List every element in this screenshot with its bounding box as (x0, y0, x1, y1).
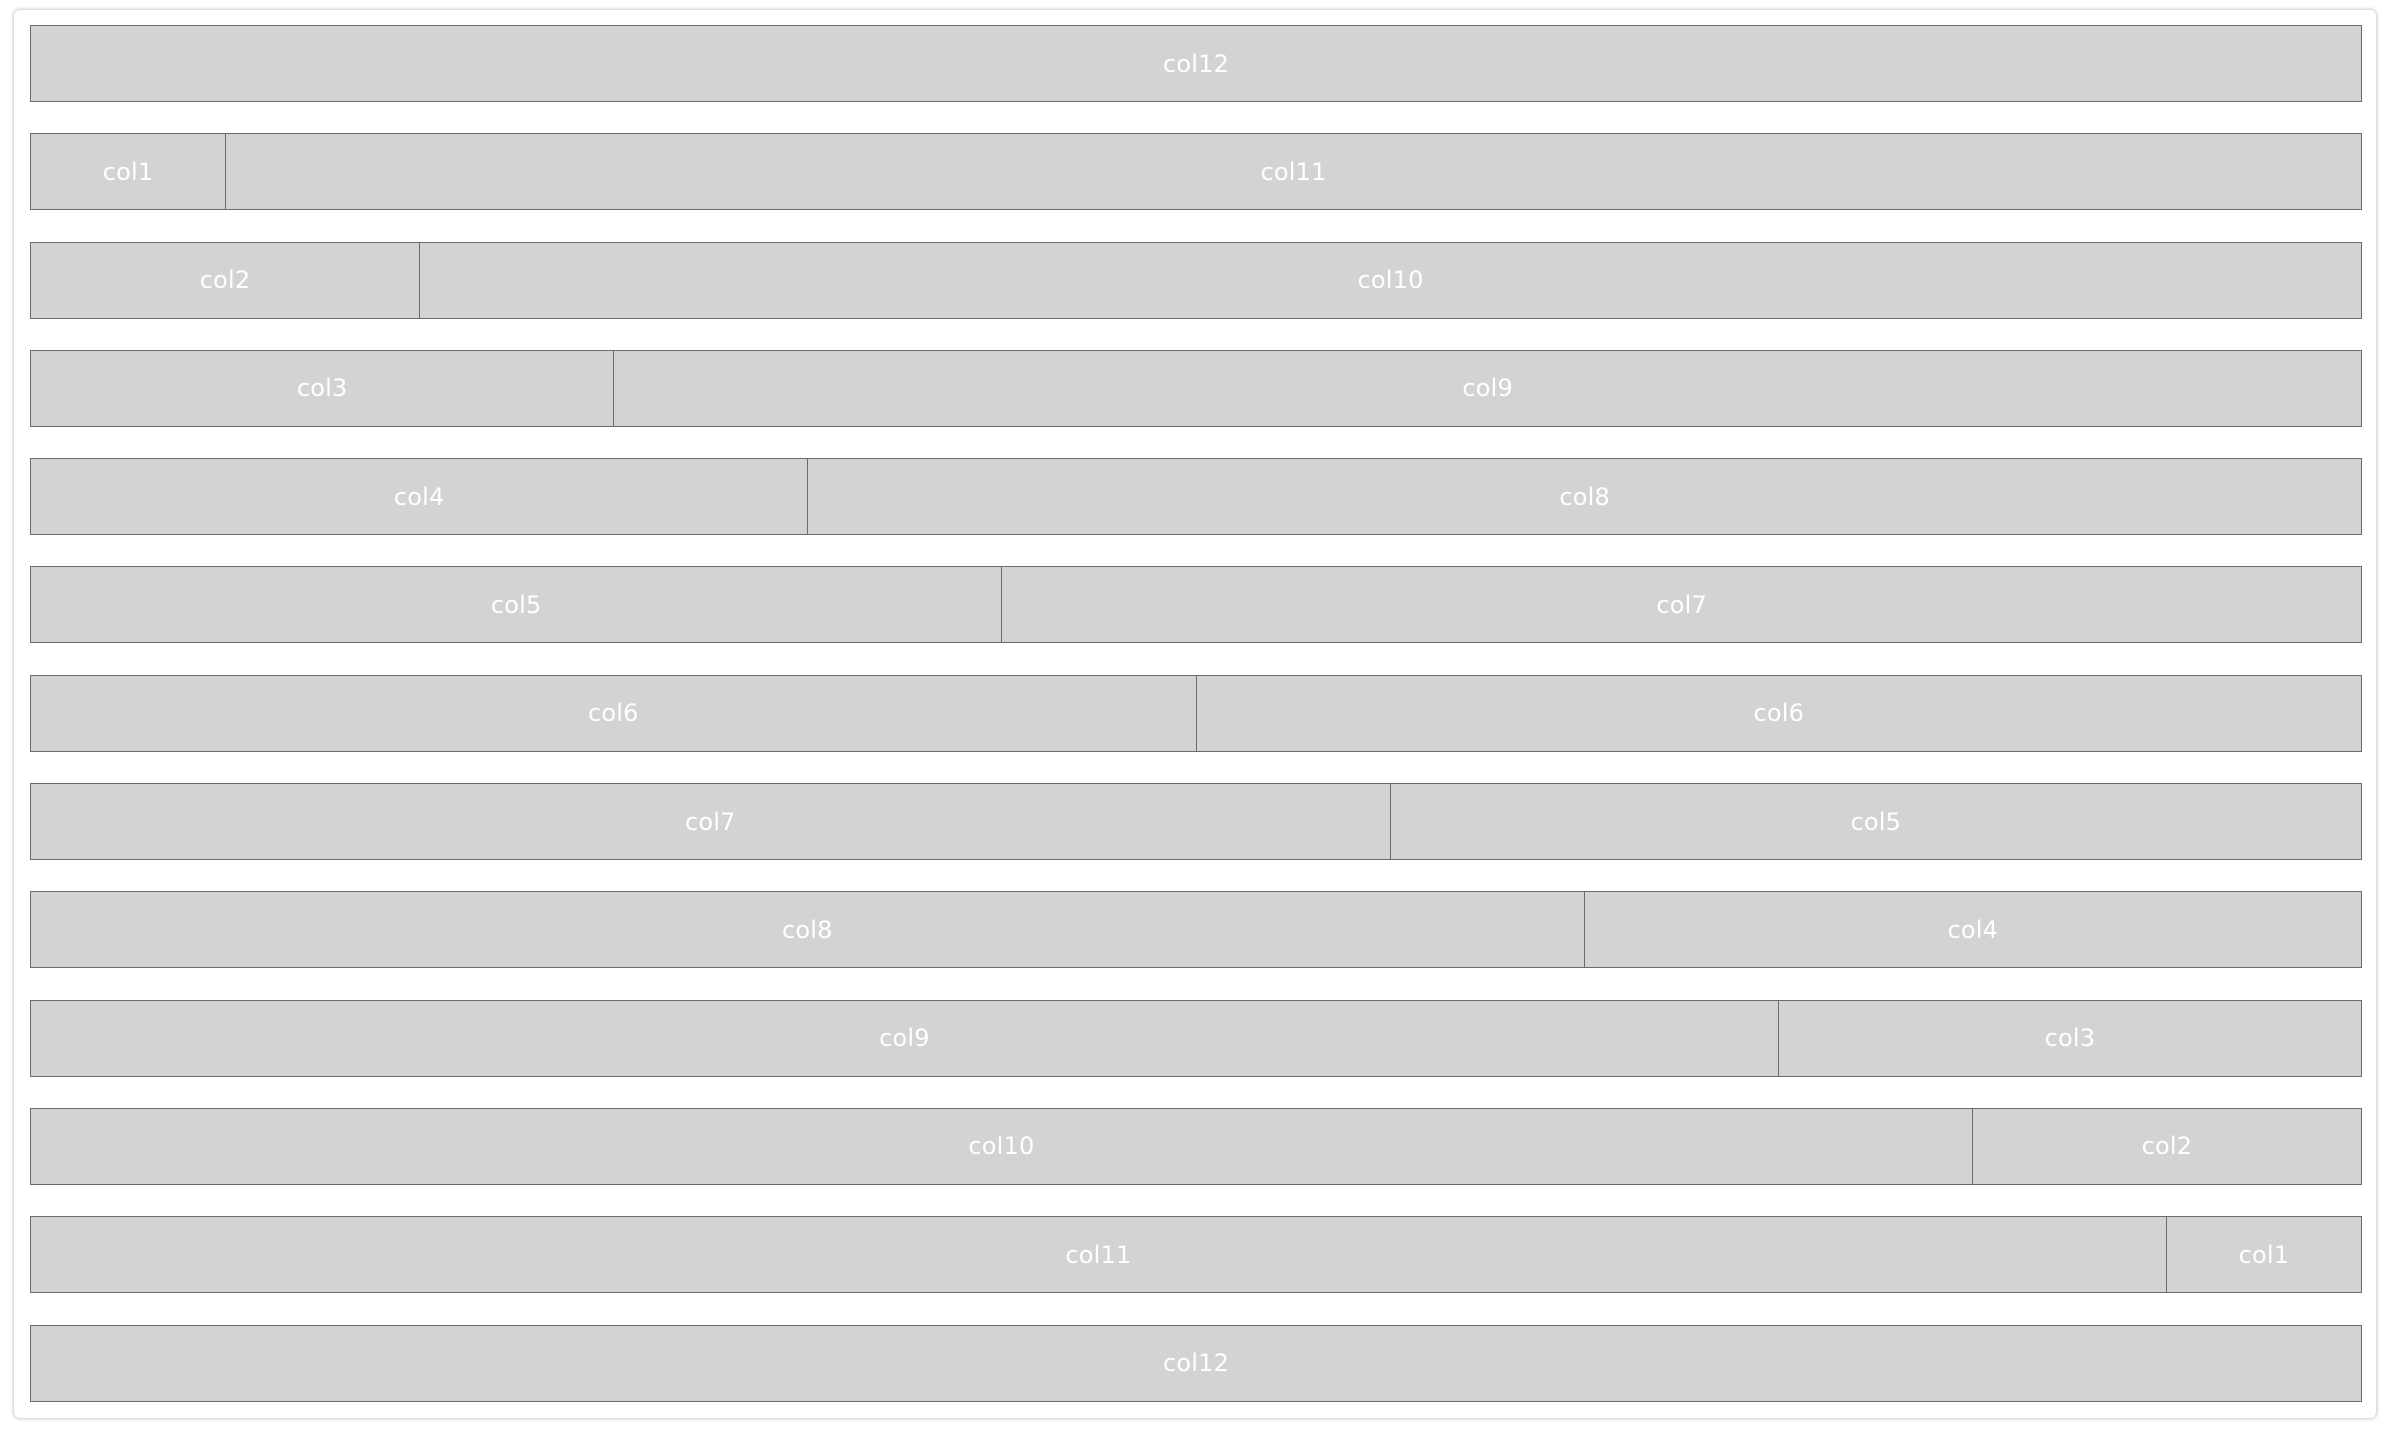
grid-column: col10 (419, 242, 2361, 318)
grid-row: col10 col2 (30, 1107, 2362, 1185)
grid-column: col6 (587, 699, 639, 728)
grid-row: col8 col4 (30, 891, 2362, 969)
grid-row: col3 col9 (30, 349, 2362, 427)
grid-column: col1 (2165, 1217, 2361, 1293)
grid-column: col1 (102, 157, 154, 186)
grid-row: col4 col8 (30, 458, 2362, 536)
grid-column: col2 (1971, 1108, 2361, 1184)
grid-column: col5 (490, 590, 542, 619)
grid-column: col12 (1162, 49, 1230, 78)
grid-column: col10 (968, 1132, 1035, 1161)
grid-row: col5 col7 (30, 566, 2362, 644)
grid-column: col8 (807, 459, 2361, 535)
grid-row: col7 col5 (30, 783, 2362, 861)
grid-column: col7 (684, 807, 736, 836)
grid-column: col2 (199, 266, 251, 295)
grid-column: col8 (782, 915, 833, 944)
grid-row: col11 col1 (30, 1216, 2362, 1294)
grid-row: col2 col10 (30, 241, 2362, 319)
grid-column: col3 (1777, 1000, 2361, 1076)
grid-column: col12 (1162, 1349, 1230, 1378)
grid-row: col6 col6 (30, 674, 2362, 752)
grid-column: col9 (613, 350, 2361, 426)
grid-column: col4 (393, 482, 445, 511)
grid-column: col3 (296, 374, 348, 403)
grid-row: col9 col3 (30, 999, 2362, 1077)
grid-column: col7 (1001, 567, 2361, 643)
grid-column: col6 (1195, 675, 2362, 751)
grid-demo-panel: col12 col1 col11 col2 col10 col3 col9 co… (14, 10, 2376, 1418)
grid-column: col5 (1389, 784, 2361, 860)
grid-column: col11 (225, 134, 2361, 210)
grid-row: col1 col11 (30, 133, 2362, 211)
grid-row: col12 (30, 25, 2362, 102)
grid-column: col4 (1583, 892, 2361, 968)
grid-column: col9 (879, 1024, 930, 1053)
grid-column: col11 (1065, 1240, 1132, 1269)
grid-row: col12 (30, 1324, 2362, 1402)
